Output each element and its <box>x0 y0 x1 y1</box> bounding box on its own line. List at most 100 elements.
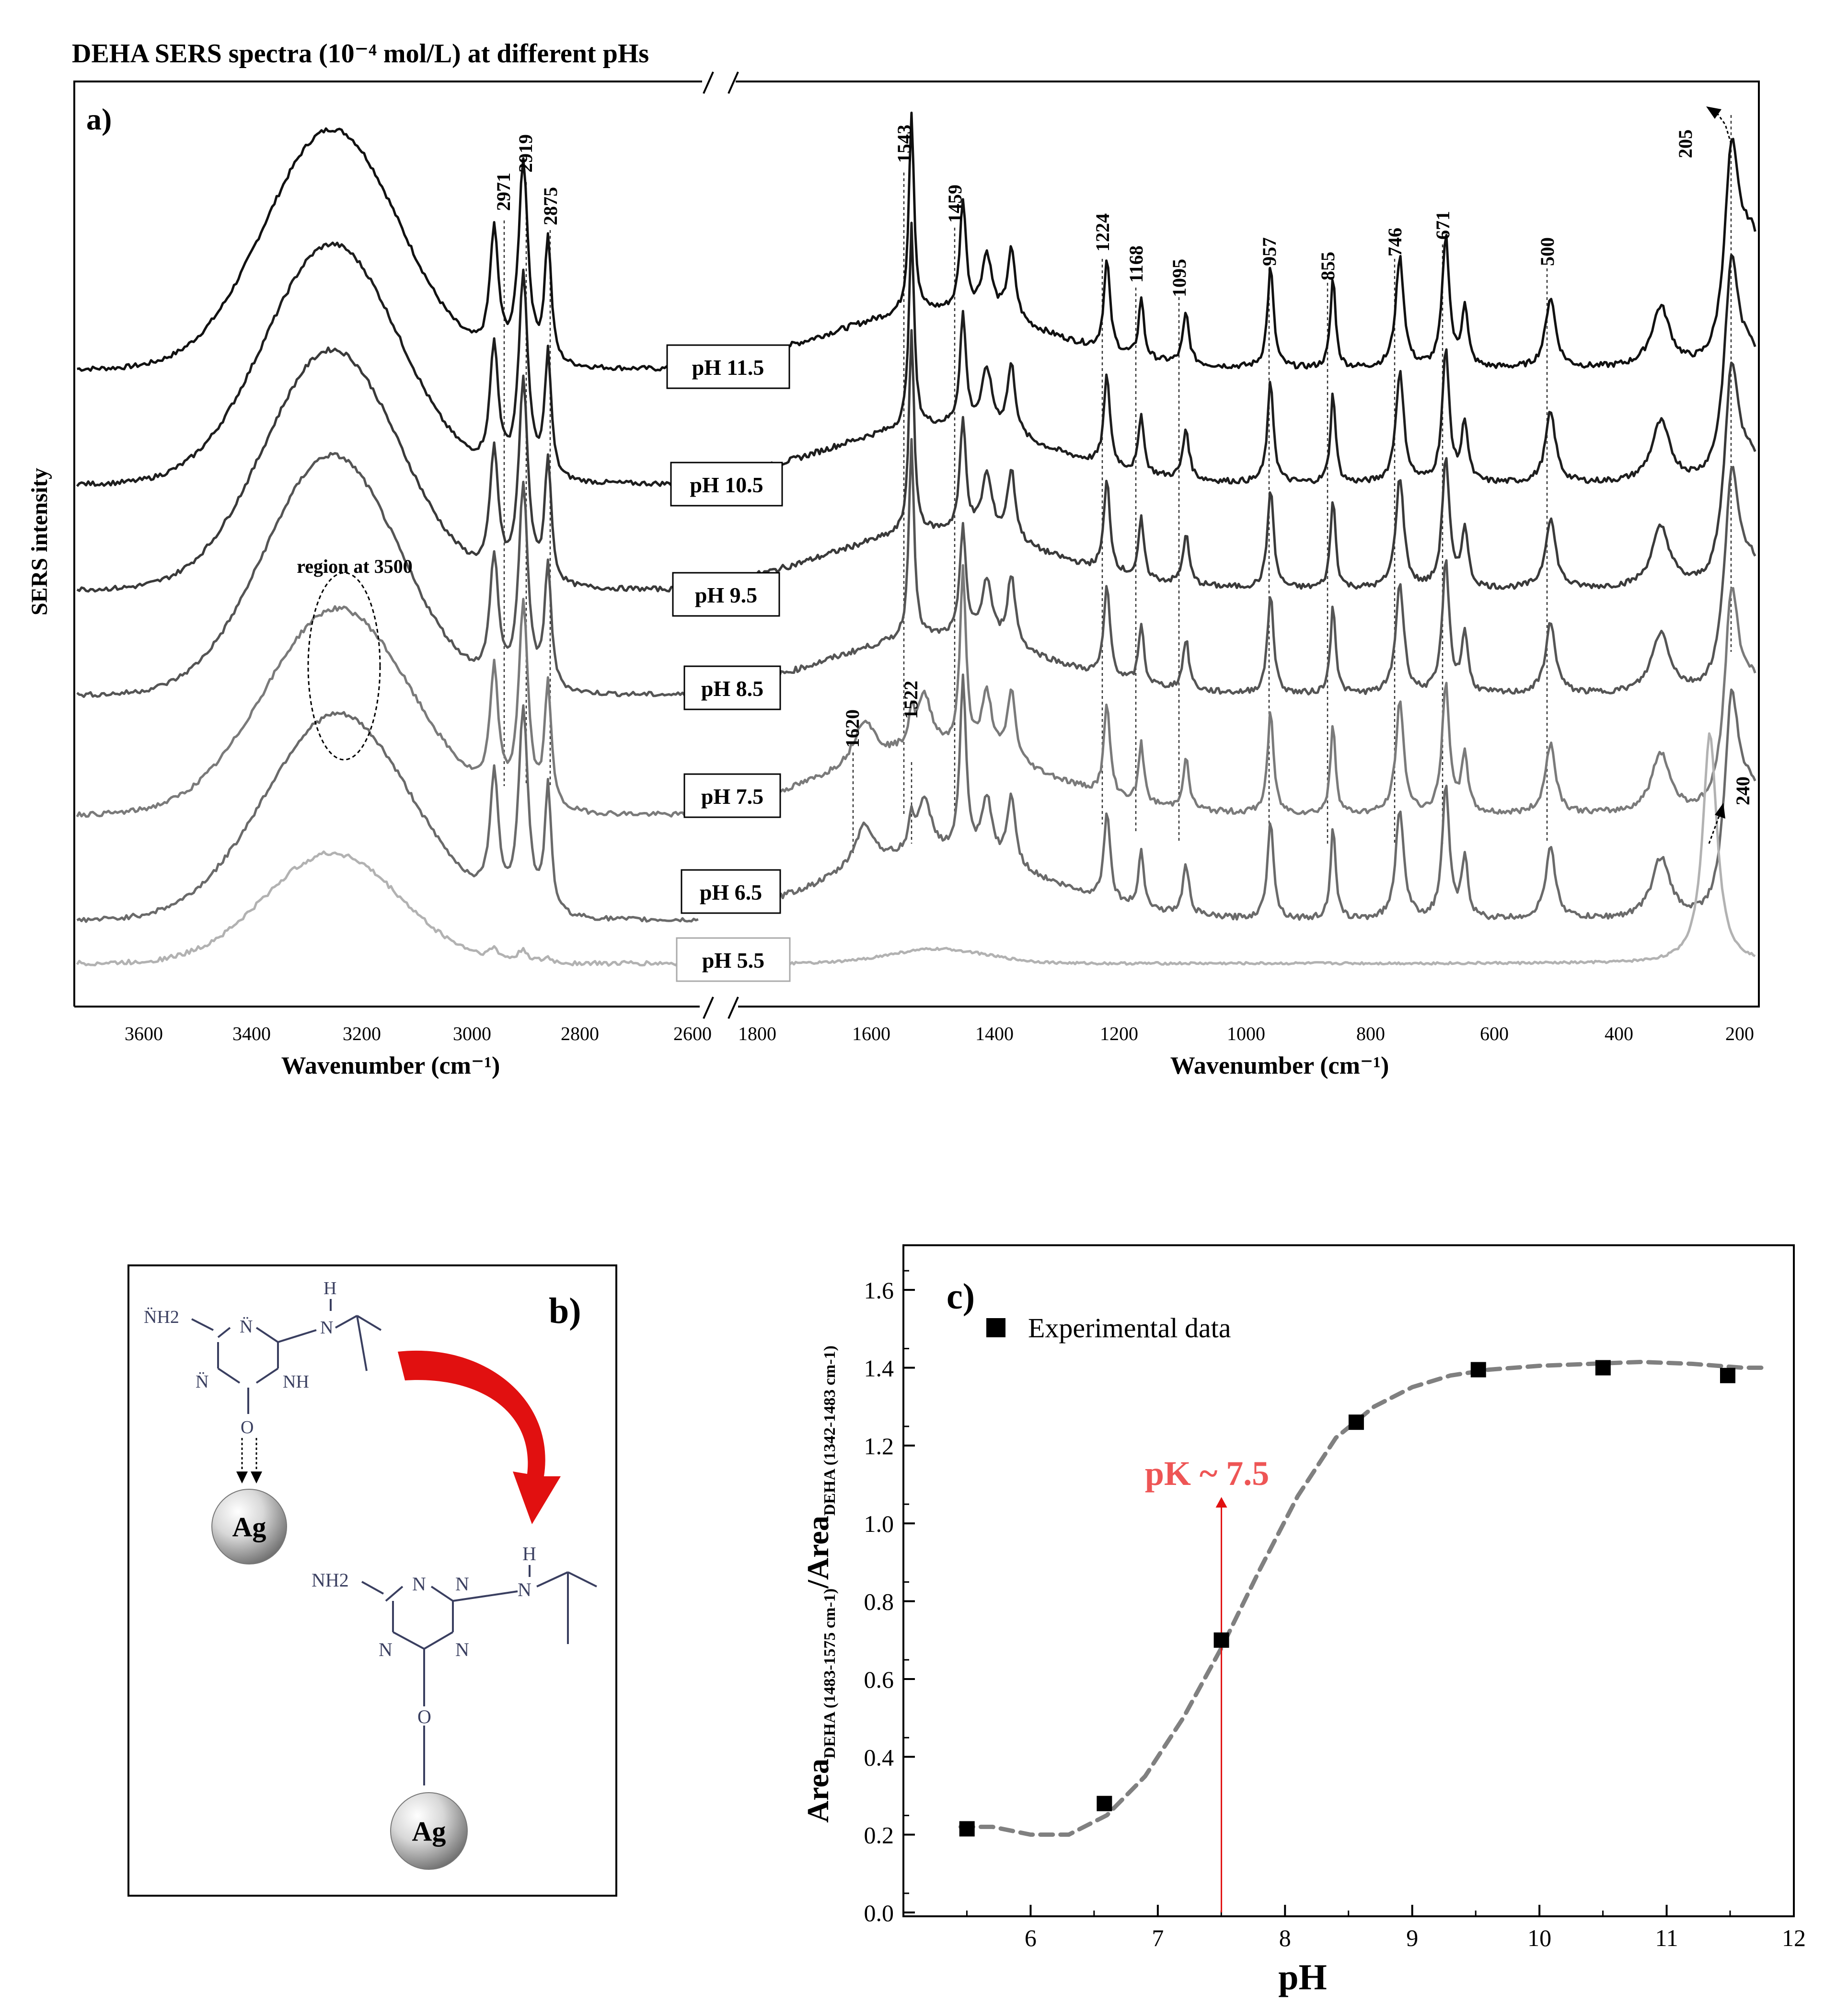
x-tick-label: 6 <box>1025 1924 1037 1951</box>
peak-label: 1620 <box>842 709 863 748</box>
x-tick-label: 1600 <box>852 1023 890 1044</box>
arrow-205 <box>1715 111 1732 144</box>
figure-title: DEHA SERS spectra (10⁻⁴ mol/L) at differ… <box>72 39 649 69</box>
axis-break-marks <box>703 71 739 1019</box>
panel-a-frame <box>73 81 1760 1008</box>
y-axis-ticks: 0.0 0.2 0.4 0.6 0.8 1.0 1.2 1.4 1.6 <box>864 1270 915 1926</box>
x-tick-label: 8 <box>1279 1924 1291 1951</box>
transition-arrow <box>398 1350 561 1524</box>
data-point <box>1213 1632 1229 1648</box>
peak-label: 1543 <box>893 125 915 163</box>
molecule-bottom <box>361 1565 597 1785</box>
x-tick-label: 3400 <box>232 1023 271 1044</box>
peak-label: 240 <box>1732 776 1754 805</box>
peak-label: 1224 <box>1092 213 1113 252</box>
ph-label: pH 7.5 <box>701 784 763 809</box>
peak-label: 2971 <box>493 173 514 211</box>
silver-label: Ag <box>232 1511 266 1542</box>
x-tick-label: 2800 <box>561 1023 599 1044</box>
x-tick-label: 11 <box>1655 1924 1678 1951</box>
atom-label: N <box>320 1318 333 1338</box>
x-tick-label: 1400 <box>975 1023 1014 1044</box>
spectrum-ph-10-5 <box>76 221 1756 487</box>
y-tick-label: 0.0 <box>864 1900 894 1926</box>
y-axis-label-part: DEHA (1483-1575 cm-1) <box>821 1588 839 1759</box>
x-tick-label: 1200 <box>1100 1023 1138 1044</box>
pk-annotation: pK ~ 7.5 <box>1145 1454 1270 1493</box>
y-tick-label: 0.2 <box>864 1822 894 1849</box>
data-point <box>1348 1414 1364 1430</box>
ph-label: pH 6.5 <box>700 880 762 904</box>
atom-label: H <box>323 1278 336 1298</box>
ph-label: pH 9.5 <box>695 583 757 607</box>
panel-a-x-axis-label-right: Wavenumber (cm⁻¹) <box>1170 1052 1389 1079</box>
legend-marker <box>986 1318 1005 1337</box>
ph-label-box: pH 5.5 <box>676 937 791 982</box>
peak-label: 957 <box>1259 237 1280 266</box>
peak-label: 1459 <box>944 185 966 223</box>
y-tick-label: 0.8 <box>864 1588 894 1615</box>
peak-label: 1095 <box>1168 259 1190 297</box>
peak-label: 500 <box>1536 237 1558 266</box>
silver-particle-bottom <box>390 1792 468 1870</box>
peak-label: 746 <box>1384 228 1406 256</box>
ph-label-box: pH 7.5 <box>683 773 781 818</box>
y-axis-label-part: Area <box>801 1759 835 1823</box>
x-tick-label: 7 <box>1152 1924 1164 1951</box>
region-label: region at 3500 <box>297 556 412 577</box>
fit-curve <box>958 1359 1771 1837</box>
atom-label: N <box>455 1573 469 1595</box>
x-axis-ticks: 6 7 8 9 10 11 12 <box>966 1905 1806 1951</box>
molecule-top <box>191 1299 382 1414</box>
x-tick-label: 1800 <box>738 1023 776 1044</box>
x-tick-label: 2600 <box>673 1023 712 1044</box>
ph-label: pH 10.5 <box>690 473 763 497</box>
peak-label: 205 <box>1675 129 1696 158</box>
data-point <box>1720 1367 1735 1383</box>
x-tick-label: 1000 <box>1227 1023 1265 1044</box>
y-axis-label-part: DEHA (1342-1483 cm-1) <box>821 1345 839 1516</box>
y-axis-label-part: /Area <box>801 1516 835 1589</box>
atom-label: N̈ <box>240 1317 253 1337</box>
panel-c-frame <box>902 1244 1795 1917</box>
panel-c-label: c) <box>947 1276 975 1317</box>
silver-label: Ag <box>412 1816 446 1847</box>
y-tick-label: 1.2 <box>864 1433 894 1460</box>
peak-label: 2919 <box>515 134 536 173</box>
x-tick-label: 9 <box>1406 1924 1418 1951</box>
spectrum-ph-5-5 <box>76 732 1756 967</box>
data-point <box>959 1821 975 1837</box>
atom-label: NH <box>283 1372 309 1392</box>
atom-label: H <box>522 1543 536 1564</box>
panel-b-label: b) <box>549 1291 581 1331</box>
x-tick-label: 3000 <box>453 1023 491 1044</box>
spectrum-ph-9-5 <box>76 329 1756 593</box>
peak-label: 855 <box>1317 252 1339 280</box>
x-tick-label: 12 <box>1782 1924 1806 1951</box>
atom-label: N <box>379 1639 393 1660</box>
peak-label: 1522 <box>900 681 922 719</box>
ph-label-box: pH 6.5 <box>681 869 781 914</box>
ph-label: pH 11.5 <box>692 355 764 380</box>
y-tick-label: 0.4 <box>864 1744 894 1771</box>
x-axis-label: pH <box>1278 1957 1327 1997</box>
silver-particle-top <box>211 1489 287 1564</box>
coordination-arrow-head <box>236 1471 248 1483</box>
atom-label: NH2 <box>312 1569 349 1591</box>
ph-label-box: pH 11.5 <box>666 344 790 389</box>
panel-a-y-axis-label: SERS intensity <box>27 468 52 615</box>
atom-label: N <box>455 1639 469 1660</box>
region-ellipse <box>307 572 381 761</box>
y-tick-label: 1.6 <box>864 1277 894 1304</box>
panel-a-label: a) <box>86 102 112 136</box>
arrow-205-head <box>1706 106 1721 119</box>
ph-label-box: pH 9.5 <box>672 572 780 617</box>
data-point <box>1595 1360 1611 1376</box>
coordination-arrow-head <box>251 1471 262 1483</box>
panel-a-x-axis-label-left: Wavenumber (cm⁻¹) <box>281 1052 500 1079</box>
legend-label: Experimental data <box>1028 1312 1231 1344</box>
spectrum-ph-11-5 <box>77 111 1756 372</box>
panel-c-titration-plot: c) 0.0 0.2 0.4 0.6 0.8 1.0 1.2 1.4 1.6 6 7 8 9 10 11 1… <box>801 1244 1806 1997</box>
ph-label: pH 8.5 <box>701 676 763 701</box>
